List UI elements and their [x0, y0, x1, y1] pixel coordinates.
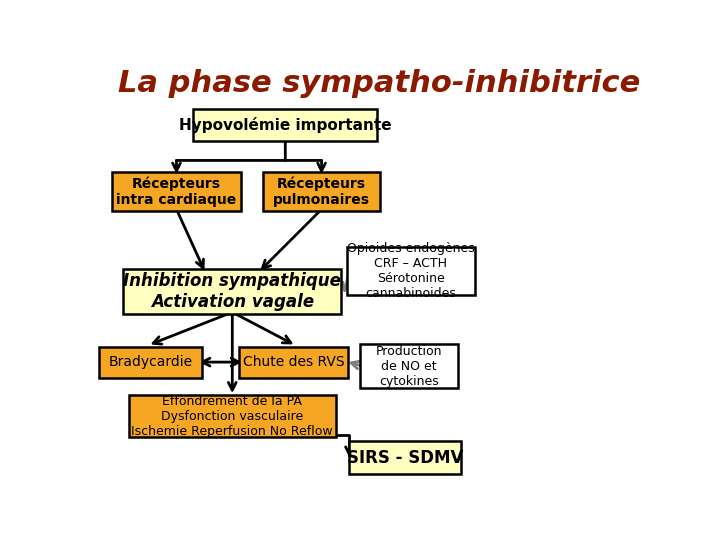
Text: SIRS - SDMV: SIRS - SDMV: [347, 449, 464, 467]
FancyBboxPatch shape: [360, 345, 458, 388]
FancyBboxPatch shape: [349, 441, 461, 474]
Text: Production
de NO et
cytokines: Production de NO et cytokines: [376, 345, 442, 388]
Text: Chute des RVS: Chute des RVS: [243, 355, 344, 369]
Text: Bradycardie: Bradycardie: [108, 355, 192, 369]
FancyBboxPatch shape: [129, 395, 336, 437]
FancyBboxPatch shape: [263, 172, 380, 211]
Text: La phase sympatho-inhibitrice: La phase sympatho-inhibitrice: [118, 69, 640, 98]
FancyBboxPatch shape: [239, 347, 348, 377]
FancyBboxPatch shape: [193, 110, 377, 141]
Text: Opioides endogènes
CRF – ACTH
Sérotonine
cannabinoides: Opioides endogènes CRF – ACTH Sérotonine…: [347, 241, 474, 300]
FancyBboxPatch shape: [347, 247, 475, 294]
Text: Récepteurs
pulmonaires: Récepteurs pulmonaires: [273, 176, 370, 207]
Text: Inhibition sympathique
Activation vagale: Inhibition sympathique Activation vagale: [123, 272, 341, 311]
FancyBboxPatch shape: [99, 347, 202, 377]
Text: Hypovolémie importante: Hypovolémie importante: [179, 117, 392, 133]
FancyBboxPatch shape: [112, 172, 240, 211]
Text: Effondrement de la PA
Dysfonction vasculaire
Ischemie Reperfusion No Reflow: Effondrement de la PA Dysfonction vascul…: [132, 395, 333, 437]
Text: Récepteurs
intra cardiaque: Récepteurs intra cardiaque: [117, 176, 237, 207]
FancyBboxPatch shape: [124, 268, 341, 314]
